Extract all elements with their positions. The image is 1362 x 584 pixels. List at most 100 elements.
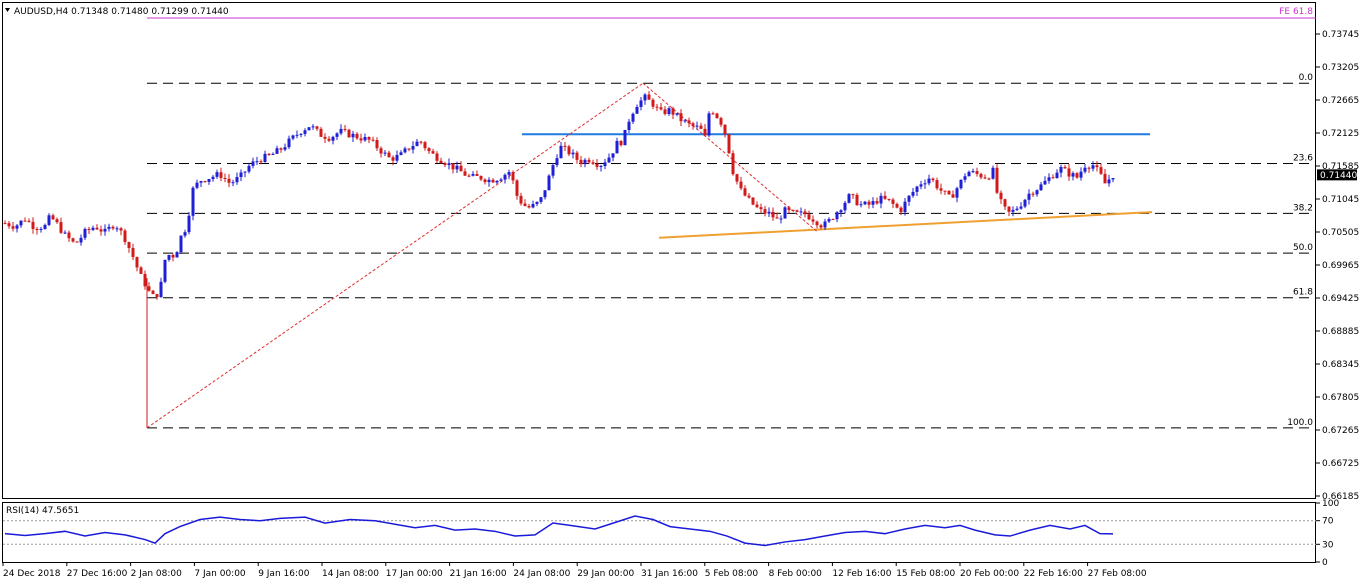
time-tick-label: 17 Jan 00:00: [386, 569, 443, 579]
bull-candle: [495, 180, 499, 183]
bull-candle: [1111, 177, 1115, 180]
bull-candle: [167, 255, 171, 260]
bear-candle: [899, 207, 903, 213]
rsi-tick-label: 30: [1322, 540, 1334, 550]
bull-candle: [503, 174, 507, 180]
bull-candle: [643, 94, 647, 101]
bear-candle: [387, 152, 391, 158]
bear-candle: [119, 228, 123, 231]
price-tick-label: 0.68345: [1322, 360, 1359, 370]
bear-candle: [719, 118, 723, 125]
bull-candle: [207, 179, 211, 182]
current-price-value: 0.71440: [1320, 171, 1357, 181]
price-tick-label: 0.66185: [1322, 492, 1359, 502]
bear-candle: [323, 136, 327, 139]
support-trendline: [658, 211, 1153, 239]
bear-candle: [139, 267, 143, 274]
time-tick-label: 29 Jan 00:00: [577, 569, 634, 579]
bull-candle: [183, 232, 187, 236]
bull-candle: [247, 165, 251, 172]
bull-candle: [903, 201, 907, 213]
bull-candle: [487, 179, 491, 183]
bull-candle: [399, 152, 403, 155]
bull-candle: [547, 175, 551, 191]
bear-candle: [131, 248, 135, 258]
bear-candle: [947, 190, 951, 195]
price-tick-label: 0.72665: [1322, 96, 1359, 106]
bear-candle: [23, 220, 27, 222]
bear-candle: [467, 175, 471, 177]
bull-candle: [275, 148, 279, 154]
price-tick-label: 0.69965: [1322, 261, 1359, 271]
bear-candle: [227, 178, 231, 183]
bear-candle: [71, 238, 75, 242]
bull-candle: [1091, 165, 1095, 169]
bear-candle: [983, 177, 987, 179]
bear-candle: [975, 171, 979, 174]
bull-candle: [263, 153, 267, 162]
bull-candle: [1011, 209, 1015, 212]
bear-candle: [519, 195, 523, 204]
bear-candle: [319, 128, 323, 137]
time-tick-label: 21 Jan 16:00: [450, 569, 507, 579]
bear-candle: [123, 230, 127, 243]
open-value: 0.71348: [71, 7, 108, 17]
bear-candle: [379, 148, 383, 154]
time-tick-label: 27 Feb 08:00: [1088, 569, 1147, 579]
bull-candle: [351, 133, 355, 138]
bull-candle: [15, 225, 19, 229]
bull-candle: [551, 165, 555, 176]
bear-candle: [27, 220, 31, 222]
price-tick-label: 0.71045: [1322, 195, 1359, 205]
bear-candle: [439, 160, 443, 164]
rsi-tick-label: 100: [1322, 499, 1339, 509]
bull-candle: [907, 195, 911, 202]
time-tick-label: 24 Dec 2018: [3, 569, 61, 579]
bear-candle: [687, 120, 691, 124]
bear-candle: [1063, 167, 1067, 169]
bear-candle: [355, 133, 359, 139]
bull-candle: [1071, 173, 1075, 177]
price-tick-label: 0.72125: [1322, 129, 1359, 139]
svg-text:AUDUSD,H4 0.71348 0.71480 0.71: AUDUSD,H4 0.71348 0.71480 0.71299 0.7144…: [14, 7, 229, 17]
bull-candle: [507, 172, 511, 175]
bear-candle: [279, 148, 283, 150]
bull-candle: [835, 212, 839, 220]
price-tick-label: 0.66725: [1322, 459, 1359, 469]
bear-candle: [619, 140, 623, 146]
bull-candle: [927, 178, 931, 184]
bear-candle: [803, 211, 807, 215]
bull-candle: [211, 176, 215, 180]
bear-candle: [1067, 168, 1071, 177]
bull-candle: [971, 171, 975, 173]
bear-candle: [51, 215, 55, 220]
bull-candle: [1023, 199, 1027, 207]
bear-candle: [883, 195, 887, 199]
bull-candle: [307, 127, 311, 131]
bull-candle: [783, 207, 787, 219]
bear-candle: [791, 210, 795, 212]
bear-candle: [887, 198, 891, 200]
bull-candle: [415, 141, 419, 147]
bull-candle: [163, 259, 167, 282]
bull-candle: [911, 191, 915, 196]
bear-candle: [515, 180, 519, 196]
bull-candle: [43, 224, 47, 229]
bull-candle: [447, 163, 451, 166]
bull-candle: [79, 237, 83, 243]
bull-candle: [859, 204, 863, 206]
bear-candle: [87, 228, 91, 230]
bear-candle: [259, 161, 263, 163]
bear-candle: [95, 227, 99, 230]
bull-candle: [187, 215, 191, 233]
bull-candle: [271, 153, 275, 155]
bear-candle: [775, 217, 779, 219]
bull-candle: [1059, 167, 1063, 173]
bear-candle: [443, 163, 447, 166]
bear-candle: [135, 257, 139, 268]
bull-candle: [239, 172, 243, 178]
bull-candle: [299, 133, 303, 135]
rsi-levels: [3, 520, 1316, 545]
bear-candle: [523, 203, 527, 206]
bear-candle: [59, 222, 63, 233]
